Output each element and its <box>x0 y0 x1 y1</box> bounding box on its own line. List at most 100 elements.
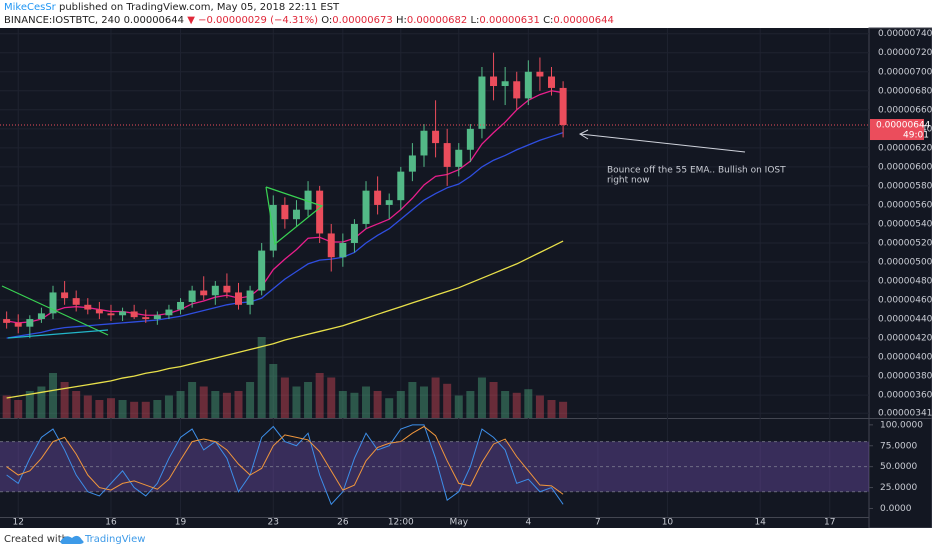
symbol-line: BINANCE:IOSTBTC, 240 0.00000644 ▼ −0.000… <box>4 15 614 26</box>
volume-bar <box>292 386 301 418</box>
volume-bar <box>60 382 69 418</box>
candle-body <box>350 223 358 243</box>
volume-bar <box>512 392 521 418</box>
last-price-box <box>870 119 924 141</box>
volume-bar <box>443 383 452 418</box>
footer-brand[interactable]: TradingView <box>84 534 145 545</box>
y-tick-label: 0.00000380 <box>878 372 932 382</box>
y-tick-label: 0.00000740 <box>878 29 932 39</box>
candle-body <box>49 292 57 314</box>
volume-bar <box>524 389 533 418</box>
candle-body <box>177 301 185 310</box>
y-tick-label: 0.00000480 <box>878 277 932 287</box>
candle-body <box>524 71 532 99</box>
candle-body <box>188 290 196 302</box>
y-tick-label: 0.00000420 <box>878 334 932 344</box>
y-tick-label: 0.00000660 <box>878 105 932 115</box>
trend-line <box>7 329 109 339</box>
volume-bar <box>37 386 46 418</box>
price: 0.00000644 <box>123 15 185 26</box>
candle-body <box>362 190 370 224</box>
y-tick-label: 0.00000460 <box>878 296 932 306</box>
candle-body <box>397 171 405 201</box>
candle-body <box>374 190 382 205</box>
volume-bar <box>83 395 92 418</box>
x-tick-label: 7 <box>595 518 601 528</box>
candle-body <box>292 209 300 220</box>
ohlc-label: O: <box>321 15 333 26</box>
ohlc-value: 0.00000682 <box>406 15 468 26</box>
x-tick-label: May <box>449 518 468 528</box>
ohlc-label: L: <box>470 15 480 26</box>
candle-body <box>432 130 440 144</box>
y-tick-label: 0.00000540 <box>878 219 932 229</box>
y-tick-label: 0.00000680 <box>878 86 932 96</box>
volume-bar <box>431 377 440 418</box>
candle-body <box>420 130 428 156</box>
trend-line <box>1 285 109 336</box>
candle-body <box>223 285 231 293</box>
volume-bar <box>385 398 394 418</box>
volume-bar <box>547 400 556 418</box>
volume-bar <box>141 401 150 418</box>
volume-bar <box>396 391 405 418</box>
candle-body <box>258 250 266 291</box>
volume-bar <box>304 382 313 418</box>
volume-bar <box>49 373 58 418</box>
candle-body <box>304 190 312 210</box>
ohlc-label: H: <box>395 15 407 26</box>
volume-bar <box>72 391 81 418</box>
candle-body <box>478 76 486 129</box>
volume-bar <box>408 382 417 418</box>
arrow-head <box>578 129 589 140</box>
y-tick-label: 100.0000 <box>880 420 923 430</box>
y-tick-label: 0.00000560 <box>878 200 932 210</box>
volume-bar <box>559 401 568 418</box>
x-tick-label: 14 <box>754 518 766 528</box>
volume-bar <box>106 398 115 418</box>
change: ▼ −0.00000029 (−4.31%) <box>187 15 319 26</box>
y-tick-label: 0.00000620 <box>878 143 932 153</box>
volume-bar <box>25 391 34 418</box>
volume-bar <box>269 364 278 418</box>
candle-body <box>234 292 242 305</box>
y-tick-label: 0.00000600 <box>878 162 932 172</box>
volume-bar <box>327 377 336 418</box>
publish-line: MikeCesSr published on TradingView.com, … <box>4 2 339 13</box>
candle-body <box>246 290 254 305</box>
y-tick-label: 0.00000440 <box>878 315 932 325</box>
volume-bar <box>118 400 127 418</box>
ohlc-label: C: <box>543 15 554 26</box>
symbol: BINANCE:IOSTBTC, 240 <box>4 15 121 26</box>
candle-body <box>339 242 347 258</box>
candle-body <box>559 87 567 126</box>
candle-body <box>211 285 219 296</box>
candle-body <box>281 204 289 220</box>
y-tick-label: 50.0000 <box>880 462 917 472</box>
ema-line <box>6 132 564 339</box>
x-tick-label: 23 <box>268 518 279 528</box>
y-tick-label: 0.00000360 <box>878 391 932 401</box>
volume-bar <box>257 337 266 418</box>
candle-body <box>455 149 463 167</box>
candle-body <box>3 319 11 323</box>
candle-body <box>513 81 521 99</box>
candle-body <box>327 233 335 258</box>
author[interactable]: MikeCesSr <box>4 2 56 13</box>
volume-bar <box>176 391 185 418</box>
candle-body <box>548 76 556 88</box>
volume-bar <box>501 391 510 418</box>
candle-body <box>153 315 161 320</box>
volume-bar <box>489 382 498 418</box>
volume-bar <box>164 395 173 418</box>
y-tick-label: 0.00000720 <box>878 48 932 58</box>
volume-bar <box>373 391 382 418</box>
y-tick-label: 0.00000400 <box>878 353 932 363</box>
x-tick-label: 12:00 <box>388 518 414 528</box>
candle-body <box>408 155 416 172</box>
y-tick-label: 0.00000520 <box>878 238 932 248</box>
candle-body <box>536 71 544 77</box>
candle-body <box>316 190 324 234</box>
x-tick-label: 17 <box>824 518 835 528</box>
